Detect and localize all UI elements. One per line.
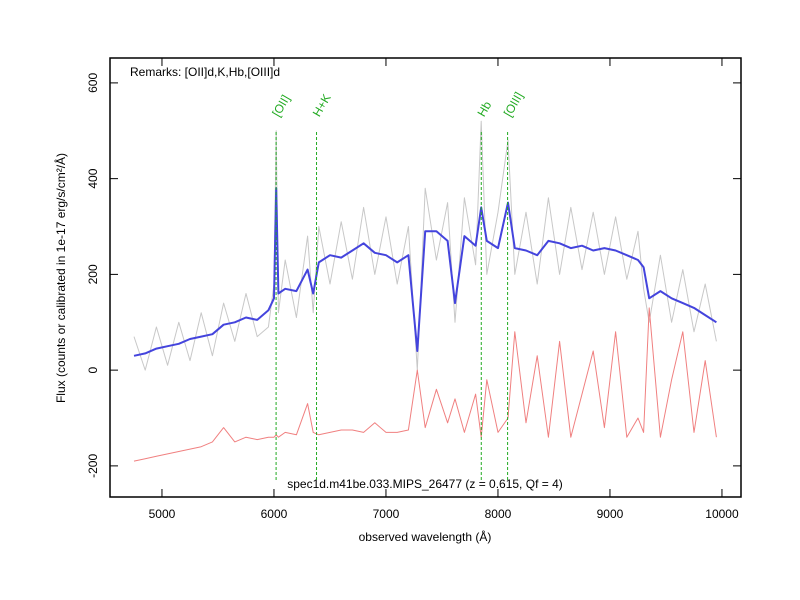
y-axis-label: Flux (counts or calibrated in 1e-17 erg/… — [53, 153, 68, 403]
x-axis-label: observed wavelength (Å) — [359, 529, 492, 544]
caption: spec1d.m41be.033.MIPS_26477 (z = 0.615, … — [287, 477, 563, 491]
plot-frame — [109, 57, 742, 498]
x-tick-label: 6000 — [261, 507, 288, 521]
x-tick-label: 5000 — [149, 507, 176, 521]
x-tick-label: 7000 — [373, 507, 400, 521]
feature-label: [OIII] — [501, 90, 526, 120]
y-tick-label: 400 — [86, 168, 100, 188]
x-tick-label: 8000 — [485, 507, 512, 521]
y-tick-label: -200 — [86, 454, 100, 478]
x-tick-label: 10000 — [705, 507, 739, 521]
spectrum-line — [133, 307, 717, 462]
y-tick-label: 200 — [86, 264, 100, 284]
y-tick-label: 0 — [86, 366, 100, 373]
spectrum-line — [133, 187, 717, 357]
feature-label: [OII] — [269, 92, 292, 119]
feature-label: H+K — [310, 92, 334, 120]
x-tick-label: 9000 — [597, 507, 624, 521]
remarks: Remarks: [OII]d,K,Hb,[OIII]d — [130, 65, 280, 79]
y-tick-label: 600 — [86, 73, 100, 93]
feature-label: Hb — [474, 99, 494, 120]
